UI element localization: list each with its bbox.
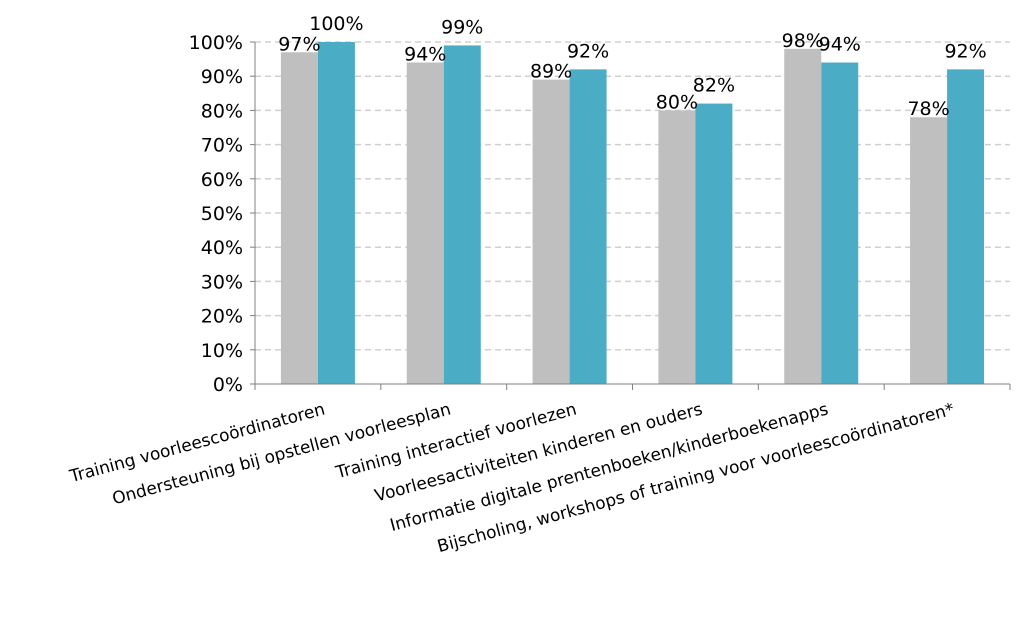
data-label: 97% (278, 33, 320, 55)
y-tick-label: 100% (189, 32, 243, 54)
y-tick-label: 90% (201, 66, 243, 88)
bar (821, 62, 859, 385)
y-tick-label: 0% (213, 374, 243, 396)
bar (317, 42, 355, 384)
axes (250, 41, 1011, 390)
bar (443, 45, 481, 385)
data-label: 94% (404, 44, 446, 66)
gridlines (255, 41, 1010, 351)
y-tick-labels: 0% 10% 20% 30% 40% 50% 60% 70% 80% 90% 100% (189, 32, 243, 396)
y-tick-label: 50% (201, 203, 243, 225)
bar (947, 69, 985, 385)
data-label: 78% (907, 98, 949, 120)
data-label: 99% (441, 16, 483, 38)
bar (910, 117, 948, 385)
bar (658, 110, 696, 385)
category-labels: Training voorleescoördinatorenOndersteun… (67, 399, 957, 557)
data-label: 80% (656, 91, 698, 113)
data-labels: 97%100%94%99%89%92%80%82%98%94%78%92% (278, 13, 986, 120)
y-tick-label: 20% (201, 306, 243, 328)
y-tick-label: 60% (201, 169, 243, 191)
data-label: 89% (530, 61, 572, 83)
bar (406, 62, 444, 385)
bar (695, 103, 733, 384)
data-label: 92% (567, 40, 609, 62)
bar (569, 69, 607, 385)
y-tick-label: 80% (201, 100, 243, 122)
bar (280, 52, 318, 384)
y-tick-label: 40% (201, 237, 243, 259)
bar (784, 48, 822, 385)
y-tick-label: 70% (201, 135, 243, 157)
y-tick-label: 30% (201, 271, 243, 293)
bar (532, 79, 570, 385)
data-label: 100% (309, 13, 363, 35)
data-label: 98% (782, 30, 824, 52)
data-label: 94% (819, 34, 861, 56)
y-tick-label: 10% (201, 340, 243, 362)
data-label: 82% (693, 75, 735, 97)
data-label: 92% (944, 40, 986, 62)
bars (280, 42, 985, 385)
